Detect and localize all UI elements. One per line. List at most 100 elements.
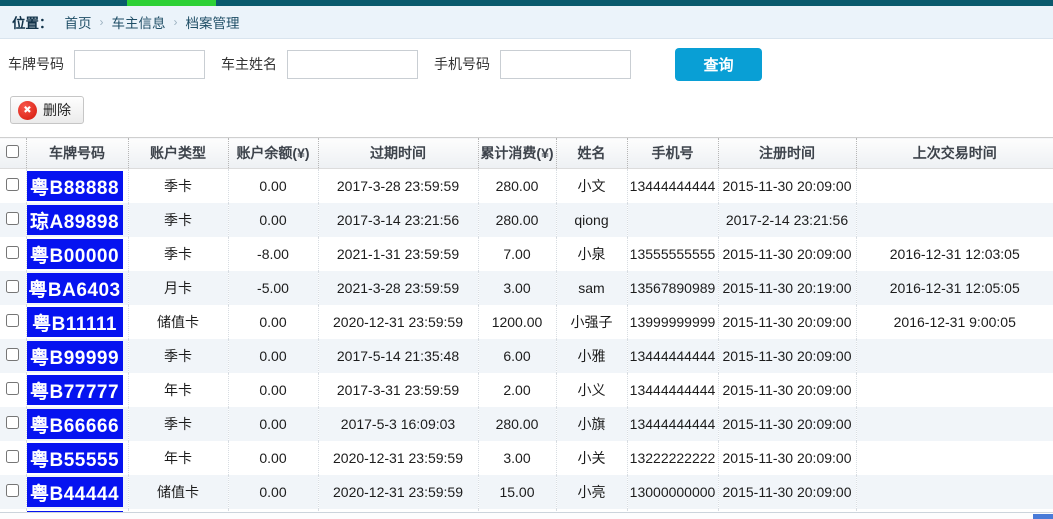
table-row[interactable]: 粤B77777 年卡 0.00 2017-3-31 23:59:59 2.00 小义 134…	[0, 373, 1053, 407]
row-checkbox[interactable]	[6, 212, 20, 225]
breadcrumb-separator-icon: ›	[173, 15, 178, 29]
cell-expire-time: 2021-3-28 23:59:59	[317, 271, 478, 305]
plate-badge[interactable]: 粤B44444	[27, 477, 123, 507]
cell-expire-time: 2020-12-31 23:59:59	[317, 305, 478, 339]
cell-account-type: 季卡	[127, 407, 228, 441]
breadcrumb-item-archive-mgmt[interactable]: 档案管理	[185, 16, 240, 31]
scrollbar-thumb[interactable]	[1033, 514, 1053, 519]
cell-balance	[227, 509, 318, 512]
cell-balance: 0.00	[227, 168, 318, 203]
owner-field-label: 车主姓名	[221, 56, 277, 72]
cell-last-trade-time	[855, 475, 1053, 509]
plate-badge[interactable]: 粤B99999	[27, 341, 123, 371]
table-row[interactable]: 粤B44444 储值卡 0.00 2020-12-31 23:59:59 15.00 小亮…	[0, 475, 1053, 509]
top-bar	[0, 0, 1053, 6]
row-checkbox[interactable]	[6, 348, 20, 361]
table-row[interactable]: 粤B55555 年卡 0.00 2020-12-31 23:59:59 3.00 小关 13…	[0, 441, 1053, 475]
data-table-container: 车牌号码 账户类型 账户余额(¥) 过期时间 累计消费(¥) 姓名 手机号 注册…	[0, 137, 1053, 512]
row-checkbox[interactable]	[6, 416, 20, 429]
row-checkbox[interactable]	[6, 314, 20, 327]
cell-account-type	[127, 509, 228, 512]
header-plate: 车牌号码	[25, 137, 128, 169]
bottom-scroll-area	[0, 512, 1053, 519]
plate-badge[interactable]: 粤B00000	[27, 239, 123, 269]
table-header-row: 车牌号码 账户类型 账户余额(¥) 过期时间 累计消费(¥) 姓名 手机号 注册…	[0, 137, 1053, 169]
plate-badge[interactable]: 粤BA6403	[27, 273, 123, 303]
cell-phone: 13444444444	[626, 407, 718, 441]
cell-register-time: 2015-11-30 20:09:00	[717, 305, 856, 339]
cell-phone: 13444444444	[626, 339, 718, 373]
breadcrumb-item-home[interactable]: 首页	[64, 16, 92, 31]
phone-field-label: 手机号码	[434, 56, 490, 72]
row-checkbox[interactable]	[6, 178, 20, 191]
cell-expire-time: 2017-3-28 23:59:59	[317, 168, 478, 203]
cell-balance: -8.00	[227, 237, 318, 271]
cell-register-time: 2015-11-30 20:19:00	[717, 271, 856, 305]
delete-button-label: 删除	[43, 102, 71, 118]
row-checkbox[interactable]	[6, 484, 20, 497]
cell-account-type: 季卡	[127, 339, 228, 373]
plate-badge[interactable]: 粤B55555	[27, 443, 123, 473]
cell-owner-name: 小亮	[555, 475, 627, 509]
select-all-checkbox[interactable]	[6, 145, 20, 158]
owner-name-input[interactable]	[287, 49, 418, 79]
cell-register-time: 2015-11-30 20:09:00	[717, 373, 856, 407]
cell-balance: 0.00	[227, 203, 318, 237]
plate-badge[interactable]: 粤B88888	[27, 171, 123, 201]
plate-field-label: 车牌号码	[8, 56, 64, 72]
plate-badge[interactable]: 粤B66666	[27, 409, 123, 439]
cell-account-type: 储值卡	[127, 305, 228, 339]
cell-balance: 0.00	[227, 407, 318, 441]
toolbar: ✖ 删除	[0, 89, 1053, 133]
table-row-partial[interactable]	[0, 509, 1053, 512]
cell-phone: 13999999999	[626, 305, 718, 339]
table-row[interactable]: 粤B88888 季卡 0.00 2017-3-28 23:59:59 280.00 小文 1…	[0, 168, 1053, 203]
cell-balance: 0.00	[227, 373, 318, 407]
cell-expire-time: 2021-1-31 23:59:59	[317, 237, 478, 271]
plate-badge[interactable]	[27, 511, 123, 512]
cell-register-time: 2017-2-14 23:21:56	[717, 203, 856, 237]
cell-phone	[626, 509, 718, 512]
row-checkbox[interactable]	[6, 280, 20, 293]
row-checkbox[interactable]	[6, 382, 20, 395]
cell-owner-name	[555, 509, 627, 512]
header-register-time: 注册时间	[717, 137, 856, 169]
row-checkbox[interactable]	[6, 246, 20, 259]
query-button[interactable]: 查询	[675, 47, 762, 81]
plate-badge[interactable]: 粤B77777	[27, 375, 123, 405]
row-checkbox[interactable]	[6, 450, 20, 463]
delete-button[interactable]: ✖ 删除	[10, 96, 84, 124]
table-row[interactable]: 粤B11111 储值卡 0.00 2020-12-31 23:59:59 1200.00…	[0, 305, 1053, 339]
phone-input[interactable]	[500, 49, 631, 79]
plate-badge[interactable]: 琼A89898	[27, 205, 123, 235]
cell-phone	[626, 203, 718, 237]
header-expire-time: 过期时间	[317, 137, 478, 169]
cell-owner-name: qiong	[555, 203, 627, 237]
cell-total-consume: 7.00	[477, 237, 556, 271]
plate-input[interactable]	[74, 49, 205, 79]
plate-badge[interactable]: 粤B11111	[27, 307, 123, 337]
header-name: 姓名	[555, 137, 627, 169]
cell-phone: 13000000000	[626, 475, 718, 509]
cell-total-consume: 6.00	[477, 339, 556, 373]
cell-account-type: 季卡	[127, 203, 228, 237]
cell-register-time: 2015-11-30 20:09:00	[717, 168, 856, 203]
table-row[interactable]: 琼A89898 季卡 0.00 2017-3-14 23:21:56 280.00 qio…	[0, 203, 1053, 237]
breadcrumb-item-owner-info[interactable]: 车主信息	[111, 16, 166, 31]
cell-owner-name: 小义	[555, 373, 627, 407]
cell-total-consume	[477, 509, 556, 512]
table-row[interactable]: 粤B99999 季卡 0.00 2017-5-14 21:35:48 6.00 小雅 134…	[0, 339, 1053, 373]
cell-total-consume: 15.00	[477, 475, 556, 509]
table-row[interactable]: 粤BA6403 月卡 -5.00 2021-3-28 23:59:59 3.00 sam 1…	[0, 271, 1053, 305]
cell-total-consume: 2.00	[477, 373, 556, 407]
table-row[interactable]: 粤B66666 季卡 0.00 2017-5-3 16:09:03 280.00 小旗 13…	[0, 407, 1053, 441]
cell-expire-time: 2017-3-31 23:59:59	[317, 373, 478, 407]
table-row[interactable]: 粤B00000 季卡 -8.00 2021-1-31 23:59:59 7.00 小泉 13…	[0, 237, 1053, 271]
cell-owner-name: 小泉	[555, 237, 627, 271]
breadcrumb-label: 位置：	[12, 16, 53, 31]
cell-last-trade-time: 2016-12-31 9:00:05	[855, 305, 1053, 339]
cell-register-time: 2015-11-30 20:09:00	[717, 339, 856, 373]
cell-owner-name: sam	[555, 271, 627, 305]
cell-owner-name: 小文	[555, 168, 627, 203]
cell-account-type: 年卡	[127, 373, 228, 407]
